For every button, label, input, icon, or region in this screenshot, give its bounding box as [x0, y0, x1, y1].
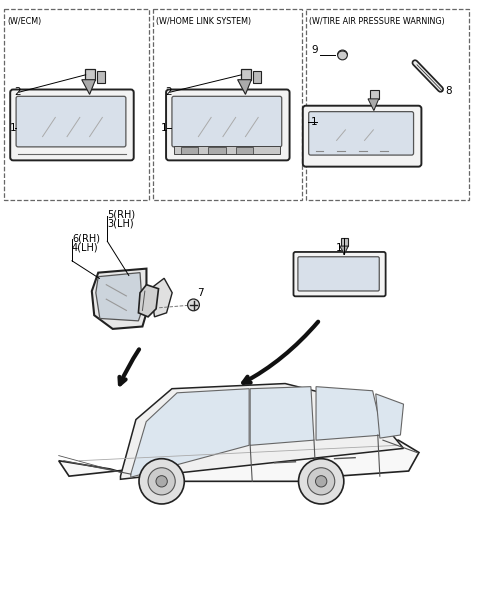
Circle shape	[337, 50, 348, 60]
Polygon shape	[150, 279, 172, 317]
Text: 6(RH): 6(RH)	[72, 233, 100, 243]
Circle shape	[315, 476, 327, 487]
Bar	[153, 9, 302, 200]
Bar	[306, 9, 469, 200]
Text: 2: 2	[14, 87, 21, 97]
Text: 1: 1	[161, 123, 168, 134]
Bar	[84, 69, 96, 80]
Polygon shape	[92, 268, 146, 329]
Text: 1: 1	[10, 123, 17, 134]
Text: 1: 1	[336, 243, 343, 253]
Polygon shape	[316, 386, 383, 440]
Bar	[181, 147, 198, 153]
Polygon shape	[250, 386, 314, 445]
FancyBboxPatch shape	[10, 89, 134, 161]
Text: 7: 7	[197, 288, 204, 298]
Text: (W/ECM): (W/ECM)	[7, 17, 42, 26]
Bar	[370, 90, 379, 99]
Text: 4(LH): 4(LH)	[72, 242, 98, 252]
Polygon shape	[238, 80, 252, 95]
Text: 8: 8	[445, 86, 452, 96]
Circle shape	[299, 459, 344, 504]
Bar	[208, 147, 226, 153]
Bar	[240, 69, 252, 80]
Text: (W/TIRE AIR PRESSURE WARNING): (W/TIRE AIR PRESSURE WARNING)	[309, 17, 445, 26]
Text: 9: 9	[311, 45, 318, 55]
Polygon shape	[131, 389, 249, 477]
FancyBboxPatch shape	[293, 252, 385, 297]
FancyBboxPatch shape	[309, 111, 414, 155]
Bar	[4, 9, 149, 200]
Polygon shape	[368, 99, 379, 111]
Polygon shape	[82, 80, 96, 95]
Polygon shape	[138, 285, 158, 317]
FancyBboxPatch shape	[303, 105, 421, 167]
Bar	[236, 147, 253, 153]
FancyBboxPatch shape	[298, 257, 379, 291]
Circle shape	[188, 299, 199, 311]
Bar	[97, 71, 105, 83]
Circle shape	[148, 468, 175, 495]
Circle shape	[308, 468, 335, 495]
Circle shape	[156, 476, 168, 487]
Polygon shape	[339, 246, 348, 254]
FancyBboxPatch shape	[16, 96, 126, 147]
Polygon shape	[376, 394, 404, 438]
Text: 3(LH): 3(LH)	[107, 219, 134, 228]
Polygon shape	[96, 273, 143, 321]
Circle shape	[139, 459, 184, 504]
Text: 1: 1	[311, 117, 318, 126]
Polygon shape	[59, 440, 419, 482]
Text: 5(RH): 5(RH)	[107, 210, 135, 220]
FancyBboxPatch shape	[172, 96, 282, 147]
Bar	[253, 71, 261, 83]
Bar	[174, 146, 280, 155]
Bar	[340, 238, 348, 246]
Polygon shape	[120, 383, 404, 479]
FancyBboxPatch shape	[166, 89, 289, 161]
Text: 2: 2	[165, 87, 172, 97]
Text: (W/HOME LINK SYSTEM): (W/HOME LINK SYSTEM)	[156, 17, 252, 26]
